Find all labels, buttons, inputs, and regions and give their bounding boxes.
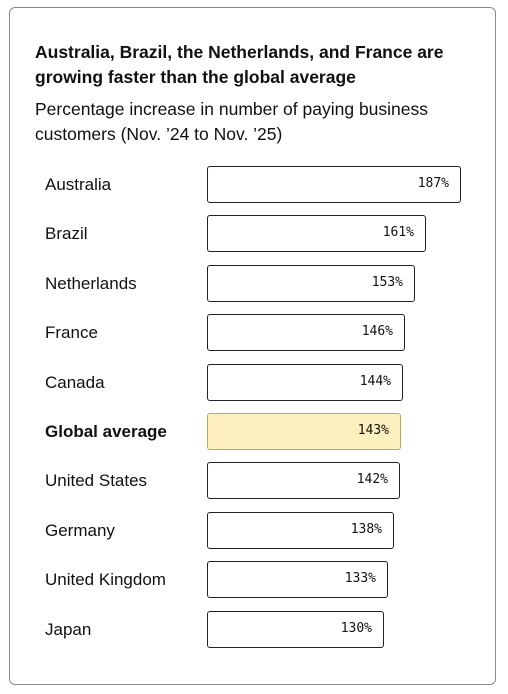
data-label: 142% — [356, 472, 388, 488]
bar-row: Australia 187% — [0, 166, 508, 203]
data-label: 187% — [417, 176, 449, 191]
bar-row: Japan 130% — [0, 610, 508, 648]
bar-row: Brazil 161% — [0, 215, 508, 253]
category-label: Canada — [45, 372, 105, 392]
data-label: 161% — [382, 225, 414, 241]
data-label: 143% — [357, 423, 389, 438]
bar: 161% — [207, 215, 426, 253]
bar: 153% — [207, 264, 415, 302]
category-label: United Kingdom — [45, 570, 166, 590]
data-label: 133% — [344, 571, 376, 587]
bar: 133% — [207, 561, 388, 599]
category-label: France — [45, 323, 98, 343]
category-label: Australia — [45, 175, 112, 194]
bar-row: United States 142% — [0, 462, 508, 500]
data-label: 144% — [359, 373, 391, 389]
chart-subtitle: Percentage increase in number of paying … — [35, 99, 429, 144]
bar: 146% — [207, 314, 405, 352]
data-label: 138% — [350, 521, 382, 537]
bar-row: Canada 144% — [0, 363, 508, 401]
category-label: Netherlands — [45, 273, 137, 293]
data-label: 130% — [340, 620, 372, 636]
category-label: Japan — [45, 619, 92, 639]
bar: 130% — [207, 610, 384, 648]
bar-global-average: 143% — [207, 413, 401, 450]
bar: 144% — [207, 363, 403, 401]
data-label: 153% — [371, 274, 403, 290]
bar-row: Germany 138% — [0, 511, 508, 549]
category-label: Brazil — [45, 224, 88, 244]
bar-row: France 146% — [0, 314, 508, 352]
data-label: 146% — [361, 324, 393, 340]
bar: 187% — [207, 166, 461, 203]
bar-row: Global average 143% — [0, 413, 508, 450]
category-label: Global average — [45, 422, 167, 441]
category-label: United States — [45, 471, 148, 491]
bar-row: Netherlands 153% — [0, 264, 508, 302]
bar: 138% — [207, 511, 394, 549]
bar-row: United Kingdom 133% — [0, 561, 508, 599]
category-label: Germany — [45, 520, 115, 540]
bar: 142% — [207, 462, 400, 500]
chart-title: Australia, Brazil, the Netherlands, and … — [35, 42, 444, 87]
